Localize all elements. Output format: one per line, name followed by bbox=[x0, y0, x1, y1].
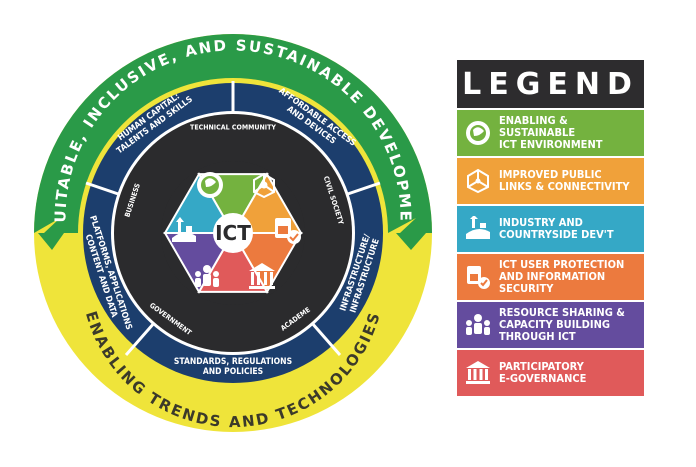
shield-lock-icon bbox=[275, 218, 301, 244]
legend-item: ICT USER PROTECTION AND INFORMATION SECU… bbox=[457, 254, 644, 300]
legend-panel: LEGEND ENABLING & SUSTAINABLE ICT ENVIRO… bbox=[457, 60, 644, 396]
shield-lock-icon bbox=[457, 254, 499, 300]
eco-globe-icon bbox=[197, 172, 223, 198]
countryside-icon bbox=[457, 206, 499, 252]
center-label: ICT bbox=[215, 221, 251, 245]
green-ring bbox=[34, 34, 432, 233]
stakeholder-label: TECHNICAL COMMUNITY bbox=[190, 124, 276, 132]
legend-item-label: ICT USER PROTECTION AND INFORMATION SECU… bbox=[499, 258, 625, 295]
government-building-icon bbox=[249, 263, 275, 289]
blue-ring-label: STANDARDS, REGULATIONS AND POLICIES bbox=[174, 357, 292, 377]
legend-item: INDUSTRY AND COUNTRYSIDE DEV'T bbox=[457, 206, 644, 252]
green-arrow-left bbox=[38, 233, 64, 250]
people-group-icon bbox=[195, 265, 219, 287]
eco-globe-icon bbox=[457, 110, 499, 156]
center-circle bbox=[213, 213, 253, 253]
ict-framework-diagram: EQUITABLE, INCLUSIVE, AND SUSTAINABLE DE… bbox=[34, 34, 432, 432]
countryside-icon bbox=[172, 217, 196, 242]
legend-item-label: INDUSTRY AND COUNTRYSIDE DEV'T bbox=[499, 216, 614, 241]
legend-item: ENABLING & SUSTAINABLE ICT ENVIRONMENT bbox=[457, 110, 644, 156]
network-nodes-icon bbox=[457, 158, 499, 204]
legend-title: LEGEND bbox=[457, 60, 644, 108]
legend-item-label: RESOURCE SHARING & CAPACITY BUILDING THR… bbox=[499, 306, 625, 343]
legend-item-label: IMPROVED PUBLIC LINKS & CONNECTIVITY bbox=[499, 168, 630, 193]
legend-item-label: PARTICIPATORY E-GOVERNANCE bbox=[499, 360, 587, 385]
people-group-icon bbox=[457, 302, 499, 348]
network-nodes-icon bbox=[253, 172, 275, 199]
center-hexagon: ICT bbox=[161, 161, 305, 305]
green-arrow-right bbox=[396, 233, 426, 250]
legend-item: IMPROVED PUBLIC LINKS & CONNECTIVITY bbox=[457, 158, 644, 204]
government-building-icon bbox=[457, 350, 499, 396]
legend-item: RESOURCE SHARING & CAPACITY BUILDING THR… bbox=[457, 302, 644, 348]
legend-item: PARTICIPATORY E-GOVERNANCE bbox=[457, 350, 644, 396]
hex-segment-teal bbox=[163, 172, 235, 234]
legend-item-label: ENABLING & SUSTAINABLE ICT ENVIRONMENT bbox=[499, 114, 603, 151]
